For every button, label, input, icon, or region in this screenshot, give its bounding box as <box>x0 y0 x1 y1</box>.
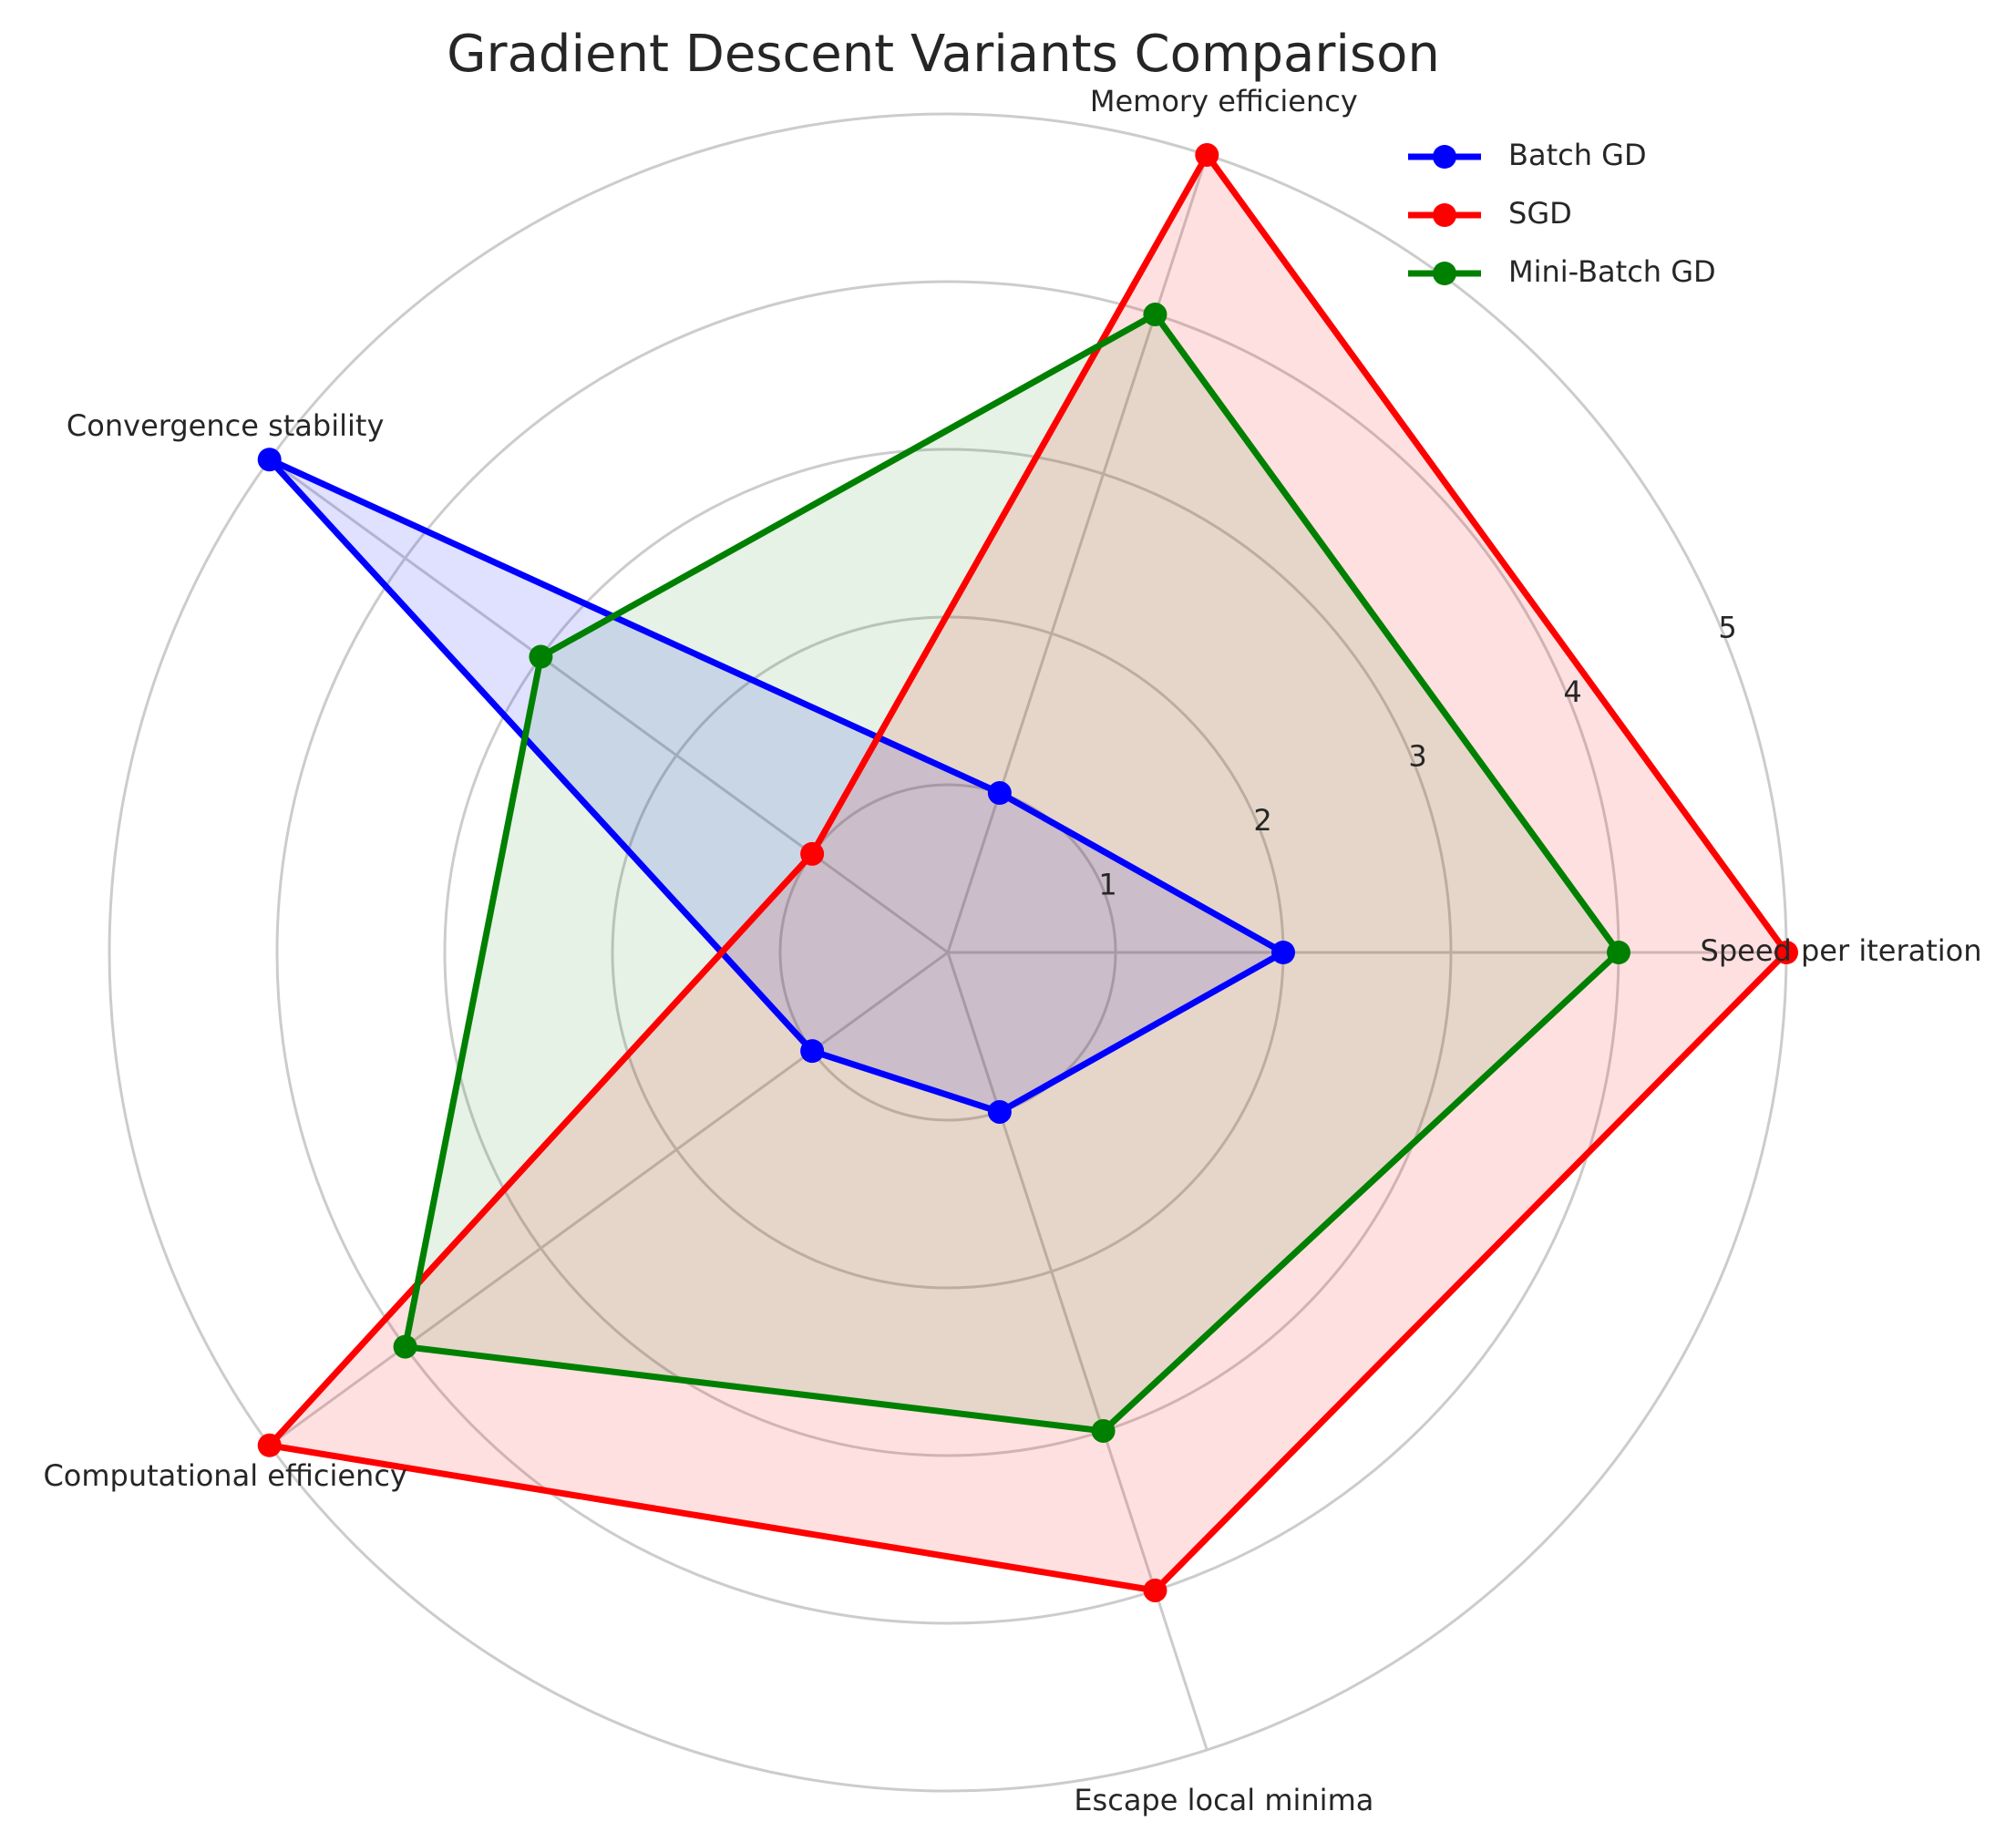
point-batch-gd-computational-efficiency <box>800 1039 825 1064</box>
spoke-computational-efficiency <box>268 951 949 1446</box>
point-batch-gd-speed-per-iteration <box>1271 941 1295 964</box>
point-batch-gd-escape-local-minima <box>987 1099 1012 1124</box>
legend-label-mini-batch-gd: Mini-Batch GD <box>1508 254 1716 289</box>
legend-marker-sgd <box>1433 203 1456 227</box>
point-batch-gd-convergence-stability <box>257 448 282 472</box>
point-mini-batch-gd-computational-efficiency <box>393 1334 417 1359</box>
series-fill-batch-gd <box>269 459 1284 1112</box>
legend-label-batch-gd: Batch GD <box>1508 138 1647 172</box>
rtick-label-2: 2 <box>1253 803 1271 838</box>
series-fill-sgd <box>269 155 1787 1590</box>
series-fills <box>269 155 1787 1590</box>
legend-label-sgd: SGD <box>1508 196 1572 231</box>
series-lines <box>257 143 1798 1602</box>
radial-ticks: 1 2 3 4 5 <box>1098 611 1736 902</box>
rtick-label-3: 3 <box>1408 738 1426 773</box>
series-line-batch-gd <box>267 457 1291 1116</box>
chart-title: Gradient Descent Variants Comparison <box>447 25 1440 84</box>
point-mini-batch-gd-memory-efficiency <box>1143 303 1167 327</box>
category-label-convergence-stability: Convergence stability <box>67 408 384 443</box>
rtick-label-4: 4 <box>1563 674 1581 709</box>
series-fill-mini-batch-gd <box>405 314 1620 1431</box>
legend-marker-batch-gd <box>1433 145 1456 169</box>
category-label-escape-local-minima: Escape local minima <box>1074 1783 1373 1817</box>
spoke-escape-local-minima <box>946 952 1209 1751</box>
legend-marker-mini-batch-gd <box>1433 262 1456 285</box>
point-sgd-computational-efficiency <box>257 1433 282 1457</box>
point-mini-batch-gd-speed-per-iteration <box>1607 941 1630 964</box>
point-sgd-speed-per-iteration <box>1774 941 1798 964</box>
category-label-computational-efficiency: Computational efficiency <box>43 1458 406 1493</box>
point-sgd-escape-local-minima <box>1143 1578 1167 1602</box>
legend: Batch GD SGD Mini-Batch GD <box>1408 138 1716 289</box>
point-sgd-memory-efficiency <box>1195 143 1219 168</box>
category-labels: Speed per iteration Memory efficiency Conv… <box>43 84 1981 1817</box>
category-label-speed-per-iteration: Speed per iteration <box>1701 933 1982 968</box>
rtick-label-1: 1 <box>1098 867 1116 901</box>
series-line-mini-batch-gd <box>401 310 1623 1435</box>
point-mini-batch-gd-escape-local-minima <box>1091 1418 1116 1443</box>
category-label-memory-efficiency: Memory efficiency <box>1090 84 1358 118</box>
series-line-sgd <box>262 149 1791 1594</box>
spoke-memory-efficiency <box>946 154 1209 953</box>
spoke-convergence-stability <box>268 458 949 954</box>
point-sgd-convergence-stability <box>800 841 825 866</box>
rtick-label-5: 5 <box>1718 611 1736 645</box>
point-batch-gd-memory-efficiency <box>987 781 1012 806</box>
point-mini-batch-gd-convergence-stability <box>529 644 553 669</box>
